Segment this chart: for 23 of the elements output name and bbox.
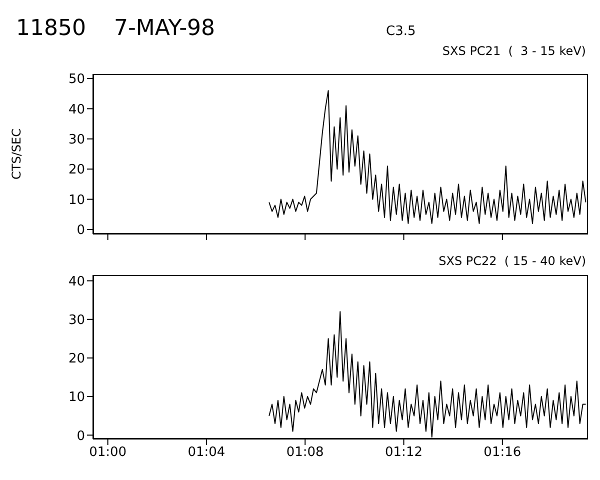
y-tick-label: 10 (68, 390, 85, 406)
text: SXS PC22 ( 15 - 40 keV) (438, 254, 586, 268)
y-tick-label: 40 (68, 102, 85, 118)
line-series (268, 90, 586, 224)
y-tick-label: 0 (76, 428, 85, 444)
y-tick-label: 50 (68, 72, 85, 88)
y-tick-label: 30 (68, 312, 85, 328)
x-tick-label: 01:08 (286, 445, 324, 460)
x-tick-label: 01:00 (89, 445, 127, 460)
x-tick-label: 01:04 (188, 445, 226, 460)
chart-title: 11850 (16, 16, 86, 41)
y-tick-label: 20 (68, 352, 85, 367)
y-tick-label: 40 (68, 274, 85, 290)
text: C3.5 (386, 24, 416, 39)
y-tick-label: 30 (68, 132, 85, 148)
y-axis-title: CTS/SEC (9, 128, 24, 180)
x-tick-label: 01:12 (385, 445, 422, 460)
text: SXS PC21 ( 3 - 15 keV) (442, 44, 586, 58)
y-tick-label: 0 (76, 223, 85, 238)
y-tick-label: 20 (68, 162, 85, 178)
x-tick-label: 01:16 (484, 445, 522, 460)
y-tick-label: 10 (68, 192, 85, 208)
chart-subtitle: 7-MAY-98 (114, 16, 216, 41)
